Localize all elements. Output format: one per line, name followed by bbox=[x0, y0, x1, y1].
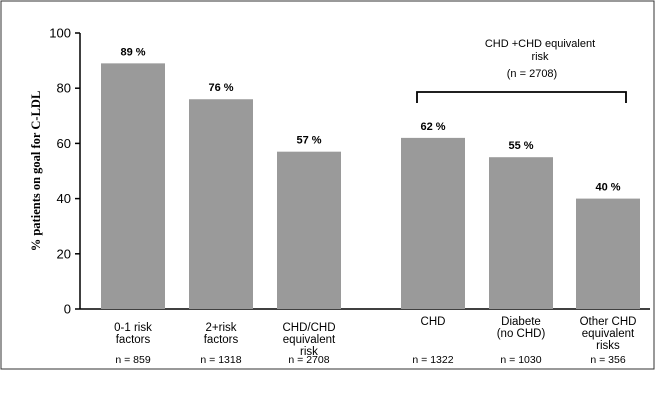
n-label: n = 356 bbox=[590, 354, 625, 366]
bar bbox=[576, 198, 640, 309]
category-label: factors bbox=[116, 334, 151, 346]
bar-value-label: 62 % bbox=[420, 121, 445, 133]
bar bbox=[189, 99, 253, 310]
n-label: n = 859 bbox=[115, 354, 150, 366]
n-label: n = 2708 bbox=[288, 354, 329, 366]
group-bracket bbox=[416, 91, 627, 103]
bar-value-label: 55 % bbox=[508, 140, 533, 152]
bar bbox=[277, 151, 341, 309]
n-label: n = 1030 bbox=[500, 354, 541, 366]
bar bbox=[101, 63, 165, 309]
category-label: 0-1 risk bbox=[114, 322, 152, 334]
n-label: n = 1318 bbox=[200, 354, 241, 366]
bar bbox=[489, 157, 553, 309]
category-label: Other CHD bbox=[580, 316, 637, 328]
category-label: CHD bbox=[421, 316, 446, 328]
y-axis-title: % patients on goal for C-LDL bbox=[29, 91, 43, 252]
category-label: factors bbox=[204, 334, 239, 346]
category-label: risks bbox=[596, 340, 620, 352]
category-label: 2+risk bbox=[206, 322, 237, 334]
bar-value-label: 40 % bbox=[595, 182, 620, 194]
category-label: equivalent bbox=[283, 334, 336, 346]
y-tick-label: 60 bbox=[57, 136, 71, 151]
bar-value-label: 57 % bbox=[296, 135, 321, 147]
bar-value-label: 76 % bbox=[208, 82, 233, 94]
bar-value-label: 89 % bbox=[120, 46, 145, 58]
n-label: n = 1322 bbox=[412, 354, 453, 366]
y-tick-label: 80 bbox=[57, 81, 71, 96]
group-annotation-title: risk bbox=[531, 51, 549, 63]
group-annotation-title: CHD +CHD equivalent bbox=[485, 38, 595, 50]
y-tick-label: 20 bbox=[57, 246, 71, 261]
y-tick-label: 0 bbox=[64, 302, 71, 317]
category-label: risk bbox=[300, 346, 318, 358]
category-label: Diabete bbox=[501, 316, 541, 328]
category-label: equivalent bbox=[582, 328, 635, 340]
category-label: CHD/CHD bbox=[282, 322, 335, 334]
y-tick-label: 100 bbox=[49, 26, 71, 41]
category-label: (no CHD) bbox=[497, 328, 546, 340]
group-annotation-n: (n = 2708) bbox=[507, 68, 557, 80]
bar bbox=[401, 137, 465, 309]
y-tick-label: 40 bbox=[57, 191, 71, 206]
